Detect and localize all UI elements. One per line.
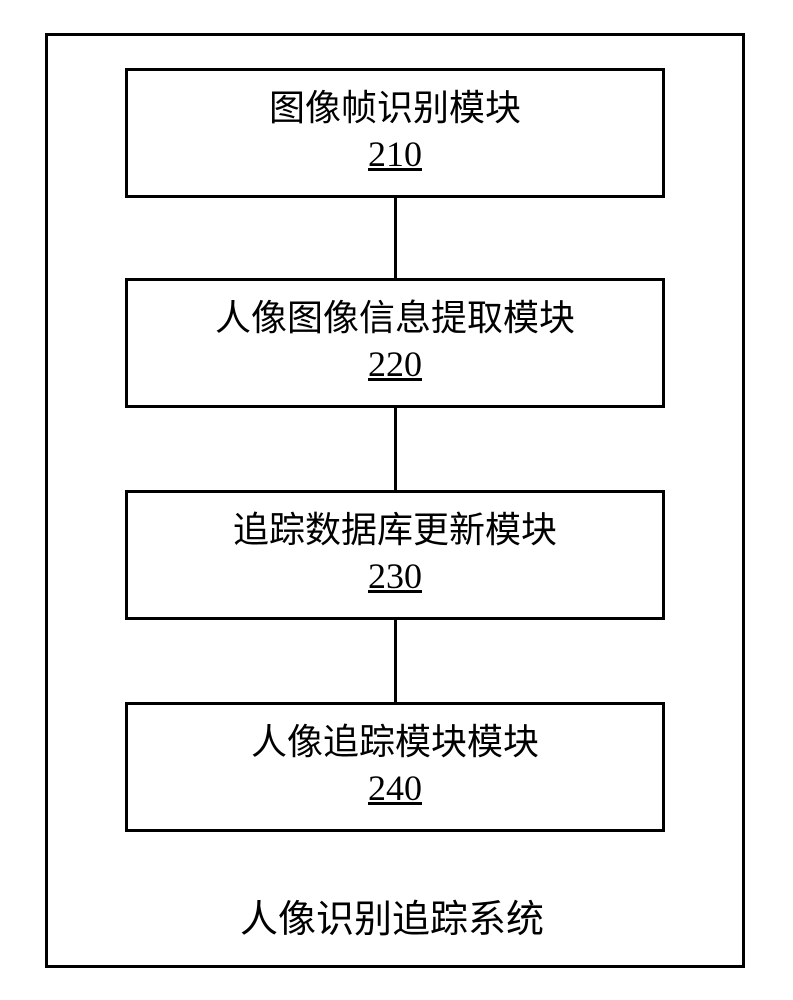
module-number: 220 xyxy=(368,341,422,388)
module-box-230: 追踪数据库更新模块 230 xyxy=(125,490,665,620)
connector-210-220 xyxy=(394,198,397,278)
module-title: 人像图像信息提取模块 xyxy=(215,298,575,339)
module-number: 230 xyxy=(368,553,422,600)
module-title: 图像帧识别模块 xyxy=(269,88,521,129)
connector-230-240 xyxy=(394,620,397,702)
module-number: 240 xyxy=(368,765,422,812)
module-box-220: 人像图像信息提取模块 220 xyxy=(125,278,665,408)
module-number: 210 xyxy=(368,131,422,178)
module-box-210: 图像帧识别模块 210 xyxy=(125,68,665,198)
module-box-240: 人像追踪模块模块 240 xyxy=(125,702,665,832)
diagram-canvas: 图像帧识别模块 210 人像图像信息提取模块 220 追踪数据库更新模块 230… xyxy=(0,0,793,1000)
connector-220-230 xyxy=(394,408,397,490)
system-title: 人像识别追踪系统 xyxy=(240,888,544,943)
module-title: 追踪数据库更新模块 xyxy=(233,510,557,551)
module-title: 人像追踪模块模块 xyxy=(251,722,539,763)
